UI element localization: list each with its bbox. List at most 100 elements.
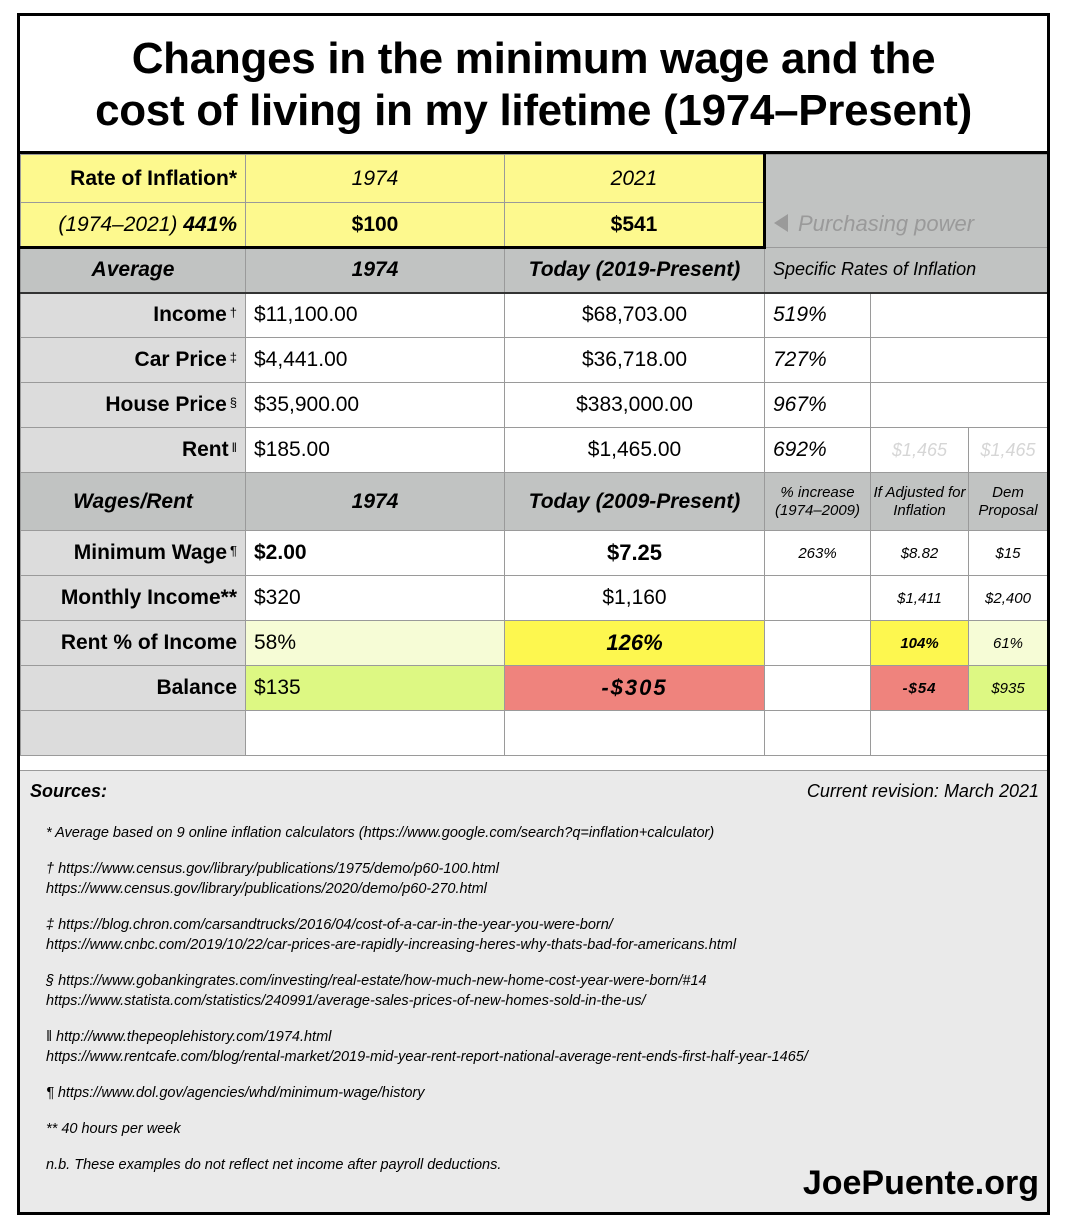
value-increase: 263% [764,530,871,576]
average-header-row: Average 1974 Today (2019-Present) Specif… [20,247,1047,293]
infographic-frame: Changes in the minimum wage and the cost… [17,13,1050,1215]
source-link[interactable]: ‡ https://blog.chron.com/carsandtrucks/2… [46,917,613,933]
empty-label [20,710,246,756]
wages-header-row: Wages/Rent 1974 Today (2009-Present) % i… [20,472,1047,531]
row-label: Car Price ‡ [20,337,246,383]
footnote-mark: ‖ [231,440,237,455]
value-increase [764,665,871,711]
value-today: -$305 [504,665,765,711]
source-link[interactable]: https://www.cnbc.com/2019/10/22/car-pric… [46,937,737,953]
brand-name: JoePuente.org [802,1164,1039,1202]
revision-date: Current revision: March 2021 [806,781,1039,801]
source-link[interactable]: † https://www.census.gov/library/publica… [46,861,499,877]
table-row-balance: Balance $135 -$305 -$54 $935 [20,665,1047,711]
source-item: * Average based on 9 online inflation ca… [46,825,715,841]
source-link[interactable]: ¶ https://www.dol.gov/agencies/whd/minim… [46,1085,425,1101]
empty-cell [764,710,871,756]
value-adjusted: 104% [870,620,969,666]
value-extra-2: $1,465 [968,427,1047,473]
row-label: Rent ‖ [20,427,246,473]
empty-cell [870,292,1047,338]
source-link[interactable]: ‖ http://www.thepeoplehistory.com/1974.h… [46,1029,332,1045]
row-label: Rent % of Income [20,620,246,666]
value-today: $383,000.00 [504,382,765,428]
source-group-income: † https://www.census.gov/library/publica… [46,859,808,899]
inflation-value-end: $541 [504,202,766,249]
value-1974: 58% [245,620,505,666]
table-row-house-price: House Price § $35,900.00 $383,000.00 967% [20,382,1047,428]
title-line-2: cost of living in my lifetime (1974–Pres… [95,85,972,135]
wages-header-today: Today (2009-Present) [504,472,765,531]
value-1974: $2.00 [245,530,505,576]
source-note-hours: ** 40 hours per week [46,1121,181,1137]
value-1974: $320 [245,575,505,621]
value-today: $68,703.00 [504,292,765,338]
inflation-value-start: $100 [245,202,505,249]
source-group-rent: ‖ http://www.thepeoplehistory.com/1974.h… [46,1027,808,1067]
value-dem: $2,400 [968,575,1047,621]
sources-list: * Average based on 9 online inflation ca… [46,823,808,1191]
empty-cell [870,382,1047,428]
footnote-mark: † [229,305,237,321]
inflation-rate: 441% [183,212,237,236]
average-header-specific: Specific Rates of Inflation [764,247,1047,293]
average-header-1974: 1974 [245,247,505,293]
inflation-row-years: Rate of Inflation* 1974 2021 Purchasing … [20,154,1047,248]
wages-header-increase: % increase (1974–2009) [764,472,871,531]
left-triangle-icon [774,214,788,233]
inflation-year-end: 2021 [504,154,766,203]
average-header-label: Average [20,247,246,293]
empty-cell [870,337,1047,383]
inflation-label: Rate of Inflation* [20,154,246,203]
inflation-year-start: 1974 [245,154,505,203]
value-rate: 967% [764,382,871,428]
empty-cell [245,710,505,756]
value-1974: $185.00 [245,427,505,473]
value-today: $36,718.00 [504,337,765,383]
value-1974: $11,100.00 [245,292,505,338]
value-today: 126% [504,620,765,666]
wages-header-dem: Dem Proposal [968,472,1047,531]
value-dem: 61% [968,620,1047,666]
value-today: $7.25 [504,530,765,576]
table-row-car-price: Car Price ‡ $4,441.00 $36,718.00 727% [20,337,1047,383]
value-adjusted: $1,411 [870,575,969,621]
value-today: $1,465.00 [504,427,765,473]
source-group-car: ‡ https://blog.chron.com/carsandtrucks/2… [46,915,808,955]
empty-cell [504,710,765,756]
sources-section: Sources: Current revision: March 2021 * … [20,770,1047,1212]
source-link[interactable]: https://www.census.gov/library/publicati… [46,881,487,897]
value-rate: 692% [764,427,871,473]
footnote-mark: § [229,395,237,410]
title-line-1: Changes in the minimum wage and the [131,33,936,83]
empty-cell [870,710,1047,756]
row-label: Income † [20,292,246,338]
value-increase [764,575,871,621]
sources-heading: Sources: [30,781,108,801]
source-link[interactable]: § https://www.gobankingrates.com/investi… [46,973,707,989]
table-row-minimum-wage: Minimum Wage ¶ $2.00 $7.25 263% $8.82 $15 [20,530,1047,576]
footnote-mark: ‡ [229,350,237,365]
source-link[interactable]: https://www.statista.com/statistics/2409… [46,993,646,1009]
value-1974: $4,441.00 [245,337,505,383]
table-row-rent: Rent ‖ $185.00 $1,465.00 692% $1,465 $1,4… [20,427,1047,473]
value-adjusted: $8.82 [870,530,969,576]
row-label: Balance [20,665,246,711]
inflation-row-values: (1974–2021) 441% $100 $541 [20,202,1048,249]
value-rate: 727% [764,337,871,383]
source-link[interactable]: https://www.rentcafe.com/blog/rental-mar… [46,1049,808,1065]
table-row-income: Income † $11,100.00 $68,703.00 519% [20,292,1047,338]
table-row-rent-percent: Rent % of Income 58% 126% 104% 61% [20,620,1047,666]
purchasing-power-note: Purchasing power [764,154,1047,248]
page-title: Changes in the minimum wage and the cost… [20,16,1047,154]
row-label: Minimum Wage ¶ [20,530,246,576]
wages-header-label: Wages/Rent [20,472,246,531]
value-extra-1: $1,465 [870,427,969,473]
inflation-rate-cell: (1974–2021) 441% [20,202,246,249]
value-today: $1,160 [504,575,765,621]
source-group-house: § https://www.gobankingrates.com/investi… [46,971,808,1011]
wages-header-1974: 1974 [245,472,505,531]
source-note-nb: n.b. These examples do not reflect net i… [46,1157,502,1173]
table-row-empty [20,710,1047,756]
row-label: Monthly Income** [20,575,246,621]
